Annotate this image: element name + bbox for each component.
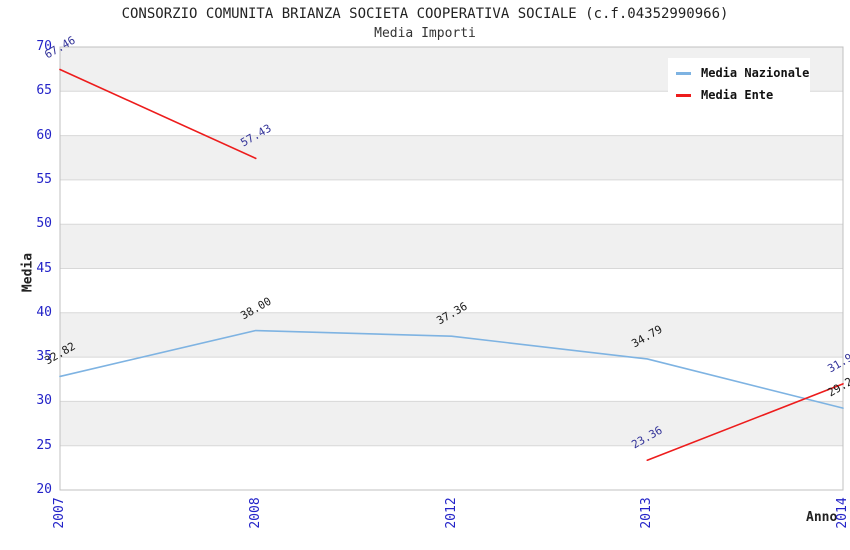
chart-subtitle: Media Importi [374,26,476,41]
background-band [60,401,843,446]
x-axis-title: Anno [806,510,838,525]
plot-frame [59,46,844,491]
legend-label-media-nazionale: Media Nazionale [701,66,810,80]
legend-line-swatch-media-ente [676,93,691,97]
background-band [60,224,843,269]
background-band [60,135,843,180]
chart-title: CONSORZIO COMUNITA BRIANZA SOCIETA COOPE… [121,6,729,22]
series-line-0 [59,329,844,409]
background-band [60,312,843,358]
legend-label-media-ente: Media Ente [701,88,774,102]
series-line-1 [646,383,844,462]
legend-line-swatch-media-nazionale [676,71,691,75]
legend-item-media-nazionale: Media Nazionale [668,62,810,84]
legend-item-media-ente: Media Ente [668,84,810,106]
series-line-1 [59,68,257,160]
legend: Media Nazionale Media Ente [668,58,810,110]
